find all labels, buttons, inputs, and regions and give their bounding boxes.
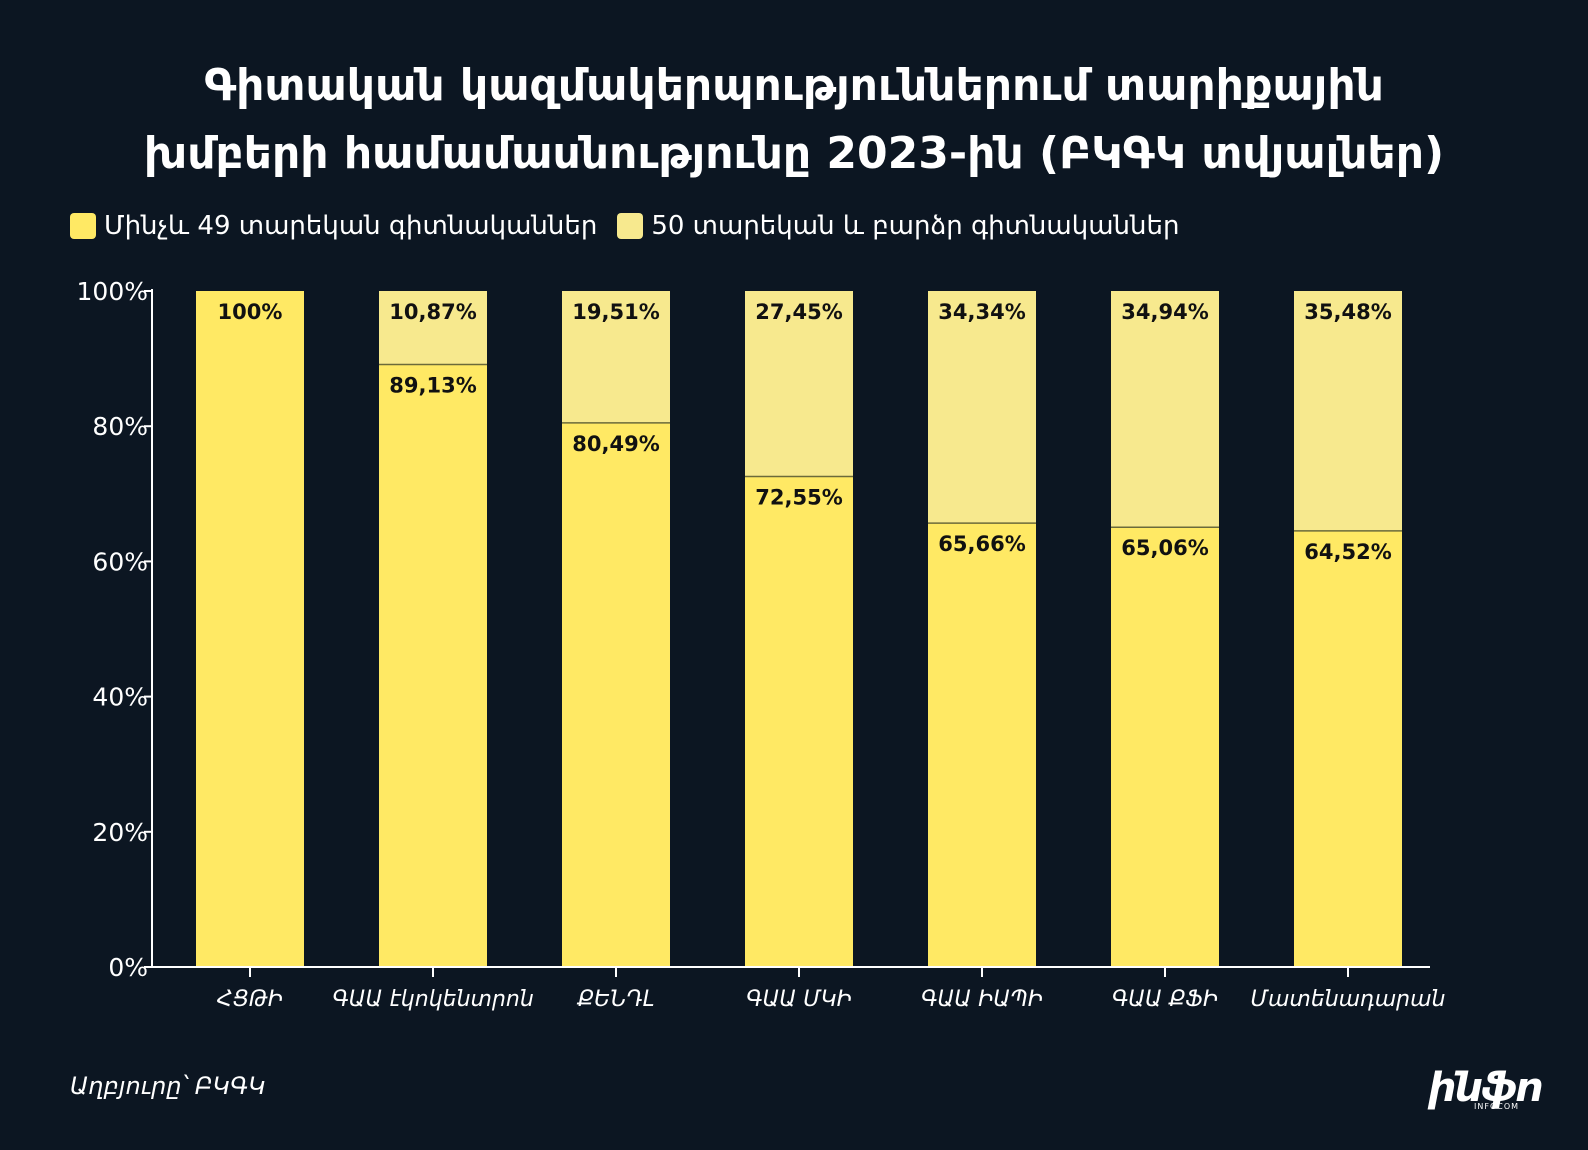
bar-50-plus-1: [379, 291, 487, 365]
data-label-50-plus-5: 34,94%: [1121, 300, 1208, 324]
data-label-50-plus-6: 35,48%: [1304, 300, 1391, 324]
y-tick-label-0: 0%: [108, 953, 148, 982]
legend-label-50-plus: 50 տարեկան և բարձր գիտնականներ: [651, 211, 1180, 241]
bar-under-49-6: [1294, 530, 1402, 967]
logo-text: ինֆո: [1428, 1065, 1544, 1111]
data-label-50-plus-4: 34,34%: [938, 300, 1025, 324]
infocom-logo: ինֆո INFOCOM: [1428, 1068, 1550, 1112]
bar-under-49-1: [379, 364, 487, 967]
data-label-under-49-1: 89,13%: [389, 373, 476, 397]
data-label-50-plus-3: 27,45%: [755, 300, 842, 324]
bar-under-49-3: [745, 476, 853, 967]
data-label-50-plus-2: 19,51%: [572, 300, 659, 324]
title-line-2: խմբերի համամասնությունը 2023-ին (ԲԿԳԿ տվ…: [143, 128, 1445, 179]
bar-50-plus-4: [928, 291, 1036, 524]
legend-swatch-under-49: [70, 213, 96, 239]
x-tick-label-5: ԳԱԱ ՔՖԻ: [1112, 987, 1219, 1012]
legend-item-50-plus: 50 տարեկան և բարձր գիտնականներ: [617, 211, 1179, 241]
bar-under-49-0: [196, 291, 304, 967]
x-tick-label-2: ՔԵՆԴԼ: [576, 987, 654, 1012]
y-tick-label-5: 100%: [77, 277, 148, 306]
bar-50-plus-2: [562, 291, 670, 423]
x-tick-label-1: ԳԱԱ էկոկենտրոն: [332, 987, 534, 1012]
data-label-under-49-6: 64,52%: [1304, 540, 1391, 564]
legend-item-under-49: Մինչև 49 տարեկան գիտնականներ: [70, 211, 597, 241]
bar-under-49-2: [562, 422, 670, 968]
source-note: Աղբյուրը՝ ԲԿԳԿ: [70, 1072, 266, 1100]
data-label-under-49-4: 65,66%: [938, 532, 1025, 556]
data-label-under-49-2: 80,49%: [572, 432, 659, 456]
y-tick-label-4: 80%: [92, 412, 148, 441]
data-label-under-49-0: 100%: [218, 300, 283, 324]
y-tick-label-3: 60%: [92, 547, 148, 576]
logo-subtext: INFOCOM: [1474, 1102, 1520, 1111]
title-line-1: Գիտական կազմակերպություններում տարիքային: [204, 60, 1384, 111]
chart-title: Գիտական կազմակերպություններում տարիքային…: [40, 52, 1548, 188]
x-tick-label-4: ԳԱԱ ԻԱՊԻ: [921, 987, 1043, 1012]
bar-50-plus-6: [1294, 291, 1402, 531]
bar-under-49-5: [1111, 527, 1219, 967]
y-tick-label-1: 20%: [92, 818, 148, 847]
legend-label-under-49: Մինչև 49 տարեկան գիտնականներ: [104, 211, 598, 241]
legend: Մինչև 49 տարեկան գիտնականներ 50 տարեկան …: [70, 208, 1179, 244]
y-tick-label-2: 40%: [92, 683, 148, 712]
data-label-50-plus-1: 10,87%: [389, 300, 476, 324]
x-tick-label-0: ՀՑԹԻ: [217, 987, 283, 1012]
bar-under-49-4: [928, 523, 1036, 967]
data-label-under-49-5: 65,06%: [1121, 536, 1208, 560]
data-label-under-49-3: 72,55%: [755, 486, 842, 510]
legend-swatch-50-plus: [617, 213, 644, 239]
bar-50-plus-3: [745, 291, 853, 477]
x-tick-label-6: Մատենադարան: [1251, 987, 1446, 1012]
x-tick-label-3: ԳԱԱ ՄԿԻ: [746, 987, 852, 1012]
bar-50-plus-5: [1111, 291, 1219, 528]
